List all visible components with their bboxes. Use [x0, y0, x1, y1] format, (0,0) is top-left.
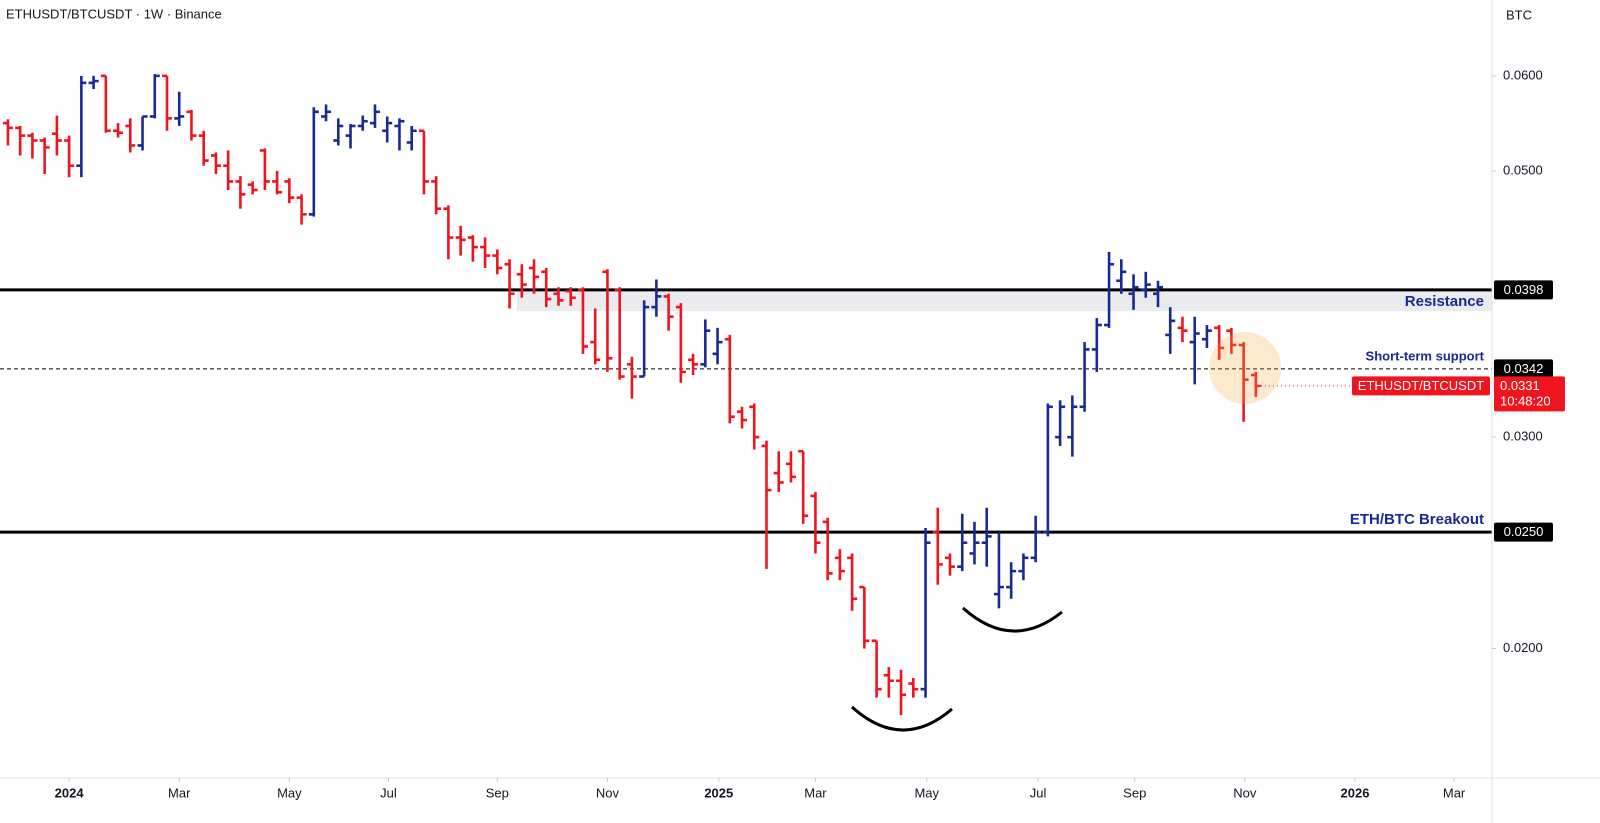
x-tick-label: Sep: [1123, 785, 1146, 800]
x-tick-label: 2024: [55, 785, 85, 800]
x-tick-label: Sep: [486, 785, 509, 800]
zone-layer: [516, 289, 1492, 312]
countdown: 10:48:20: [1500, 393, 1551, 408]
level-badge: [1494, 280, 1553, 300]
currency-label: BTC: [1506, 7, 1532, 22]
level-label: Resistance: [1405, 293, 1484, 310]
highlight-circle: [1209, 332, 1281, 404]
level-value: 0.0250: [1504, 524, 1544, 539]
series-name: ETHUSDT/BTCUSDT: [1358, 378, 1484, 393]
x-tick-label: 2026: [1341, 785, 1370, 800]
x-tick-label: Mar: [1443, 785, 1466, 800]
last-price-badge: [1494, 376, 1565, 412]
x-tick-label: Mar: [168, 785, 191, 800]
x-tick-label: May: [277, 785, 302, 800]
level-badge: [1494, 359, 1553, 379]
x-tick-label: Nov: [596, 785, 620, 800]
series-name-badge: [1352, 376, 1490, 396]
x-tick-label: Jul: [1030, 785, 1047, 800]
y-tick-label: 0.0200: [1503, 640, 1543, 655]
level-value: 0.0398: [1504, 282, 1544, 297]
y-tick-label: 0.0500: [1503, 162, 1543, 177]
cup-arc: [850, 705, 953, 732]
x-tick-label: Nov: [1233, 785, 1257, 800]
x-tick-label: 2025: [704, 785, 733, 800]
level-layer: Resistance Short-term support ETH/BTC Brea…: [0, 288, 1492, 534]
x-tick-label: May: [914, 785, 939, 800]
x-tick-label: Jul: [380, 785, 397, 800]
x-tick-label: Mar: [804, 785, 827, 800]
y-tick-label: 0.0300: [1503, 429, 1543, 444]
bar-layer: [2, 74, 1261, 716]
y-tick-label: 0.0600: [1503, 67, 1543, 82]
level-label: ETH/BTC Breakout: [1350, 511, 1484, 528]
chart-title: ETHUSDT/BTCUSDT · 1W · Binance: [6, 6, 222, 21]
axis-layer: 0.0200 0.0300 0.0500 0.0600 2024 Mar May Jul Sep…: [55, 67, 1543, 800]
resistance-zone: [516, 289, 1492, 312]
level-label: Short-term support: [1366, 348, 1485, 363]
level-value: 0.0342: [1504, 361, 1544, 376]
level-badge: [1494, 522, 1553, 542]
badge-layer: 0.0398 0.0342 0.0250 ETHUSDT/BTCUSDT 0.03311…: [1260, 280, 1565, 542]
handle-arc: [961, 606, 1063, 633]
last-price: 0.0331: [1500, 378, 1540, 393]
